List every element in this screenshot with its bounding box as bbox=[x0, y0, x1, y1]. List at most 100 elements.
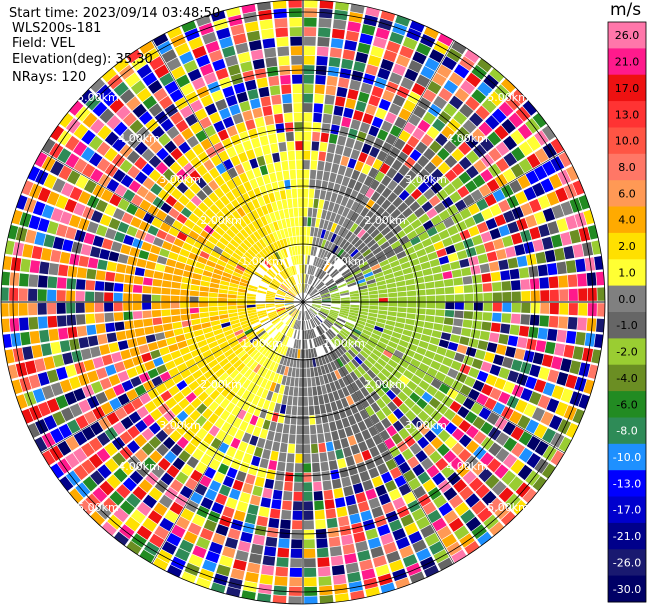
velocity-gate bbox=[154, 64, 170, 79]
velocity-gate bbox=[276, 322, 284, 330]
velocity-gate bbox=[336, 506, 348, 518]
velocity-gate bbox=[268, 371, 276, 382]
velocity-gate bbox=[237, 292, 247, 296]
velocity-gate bbox=[422, 268, 433, 276]
velocity-gate bbox=[463, 311, 474, 320]
velocity-gate bbox=[181, 463, 194, 477]
velocity-gate bbox=[367, 316, 377, 322]
velocity-gate bbox=[477, 507, 493, 523]
velocity-gate bbox=[494, 464, 509, 479]
velocity-gate bbox=[278, 56, 290, 66]
velocity-gate bbox=[413, 270, 424, 278]
velocity-gate bbox=[168, 343, 179, 353]
velocity-gate bbox=[358, 335, 369, 343]
velocity-gate bbox=[321, 123, 331, 133]
velocity-gate bbox=[407, 252, 418, 261]
velocity-gate bbox=[362, 346, 372, 356]
velocity-gate bbox=[105, 322, 116, 333]
velocity-gate bbox=[511, 359, 523, 372]
velocity-gate bbox=[65, 453, 80, 469]
velocity-gate bbox=[465, 247, 477, 258]
velocity-gate bbox=[42, 138, 56, 154]
velocity-gate bbox=[196, 219, 207, 229]
velocity-gate bbox=[289, 424, 296, 435]
velocity-gate bbox=[336, 346, 345, 356]
velocity-gate bbox=[255, 241, 264, 251]
velocity-gate bbox=[99, 344, 111, 356]
velocity-gate bbox=[384, 363, 395, 373]
velocity-gate bbox=[276, 307, 286, 312]
velocity-gate bbox=[350, 248, 359, 258]
velocity-gate bbox=[276, 292, 286, 297]
velocity-gate bbox=[156, 147, 169, 161]
velocity-gate bbox=[529, 226, 541, 240]
velocity-gate bbox=[379, 337, 390, 345]
velocity-gate bbox=[149, 450, 163, 464]
velocity-gate bbox=[247, 333, 257, 341]
velocity-gate bbox=[183, 531, 198, 544]
velocity-gate bbox=[451, 428, 465, 441]
velocity-gate bbox=[383, 49, 398, 63]
velocity-gate bbox=[444, 286, 455, 294]
velocity-gate bbox=[352, 269, 362, 276]
velocity-gate bbox=[430, 233, 442, 244]
velocity-gate bbox=[306, 284, 310, 294]
velocity-gate bbox=[232, 33, 247, 45]
velocity-gate bbox=[427, 509, 442, 524]
velocity-gate bbox=[29, 260, 41, 274]
velocity-gate bbox=[396, 312, 407, 318]
velocity-gate bbox=[387, 359, 398, 369]
velocity-gate bbox=[269, 508, 281, 519]
velocity-gate bbox=[440, 263, 451, 272]
velocity-gate bbox=[242, 110, 254, 122]
velocity-gate bbox=[349, 513, 361, 525]
velocity-gate bbox=[378, 98, 391, 111]
velocity-gate bbox=[413, 352, 424, 362]
velocity-gate bbox=[510, 163, 525, 178]
velocity-gate bbox=[308, 320, 312, 329]
velocity-gate bbox=[122, 477, 137, 492]
velocity-gate bbox=[309, 309, 316, 317]
velocity-gate bbox=[176, 168, 189, 181]
velocity-gate bbox=[197, 339, 208, 348]
velocity-gate bbox=[331, 564, 345, 576]
velocity-gate bbox=[315, 315, 323, 323]
velocity-gate bbox=[181, 571, 197, 584]
velocity-gate bbox=[200, 453, 213, 466]
velocity-gate bbox=[535, 340, 547, 353]
velocity-gate bbox=[189, 409, 201, 422]
velocity-gate bbox=[153, 33, 169, 47]
velocity-gate bbox=[238, 314, 248, 319]
velocity-gate bbox=[402, 354, 413, 363]
velocity-gate bbox=[502, 235, 514, 248]
velocity-gate bbox=[117, 393, 130, 406]
velocity-gate bbox=[320, 292, 330, 297]
velocity-gate bbox=[337, 428, 347, 439]
velocity-gate bbox=[474, 244, 486, 255]
velocity-gate bbox=[256, 342, 265, 351]
velocity-gate bbox=[47, 303, 57, 315]
velocity-gate bbox=[327, 265, 335, 274]
velocity-gate bbox=[489, 68, 505, 83]
velocity-gate bbox=[365, 488, 377, 500]
velocity-gate bbox=[335, 419, 344, 430]
velocity-gate bbox=[279, 312, 288, 319]
velocity-gate bbox=[151, 294, 161, 302]
velocity-gate bbox=[166, 464, 180, 478]
velocity-gate bbox=[409, 337, 420, 346]
velocity-gate bbox=[525, 376, 537, 390]
velocity-gate bbox=[393, 245, 404, 255]
velocity-gate bbox=[173, 356, 185, 366]
velocity-gate bbox=[227, 302, 237, 306]
velocity-gate bbox=[476, 221, 489, 234]
velocity-gate bbox=[230, 568, 245, 580]
velocity-colorbar: 26.021.017.013.010.08.06.04.02.01.00.0-1… bbox=[607, 21, 647, 603]
velocity-gate bbox=[160, 390, 172, 402]
velocity-gate bbox=[385, 250, 396, 259]
velocity-gate bbox=[217, 129, 229, 141]
velocity-gate bbox=[295, 310, 300, 320]
velocity-gate bbox=[523, 350, 535, 363]
range-ring-label: 1.00km bbox=[241, 337, 283, 350]
velocity-gate bbox=[420, 261, 431, 270]
velocity-gate bbox=[134, 327, 145, 337]
